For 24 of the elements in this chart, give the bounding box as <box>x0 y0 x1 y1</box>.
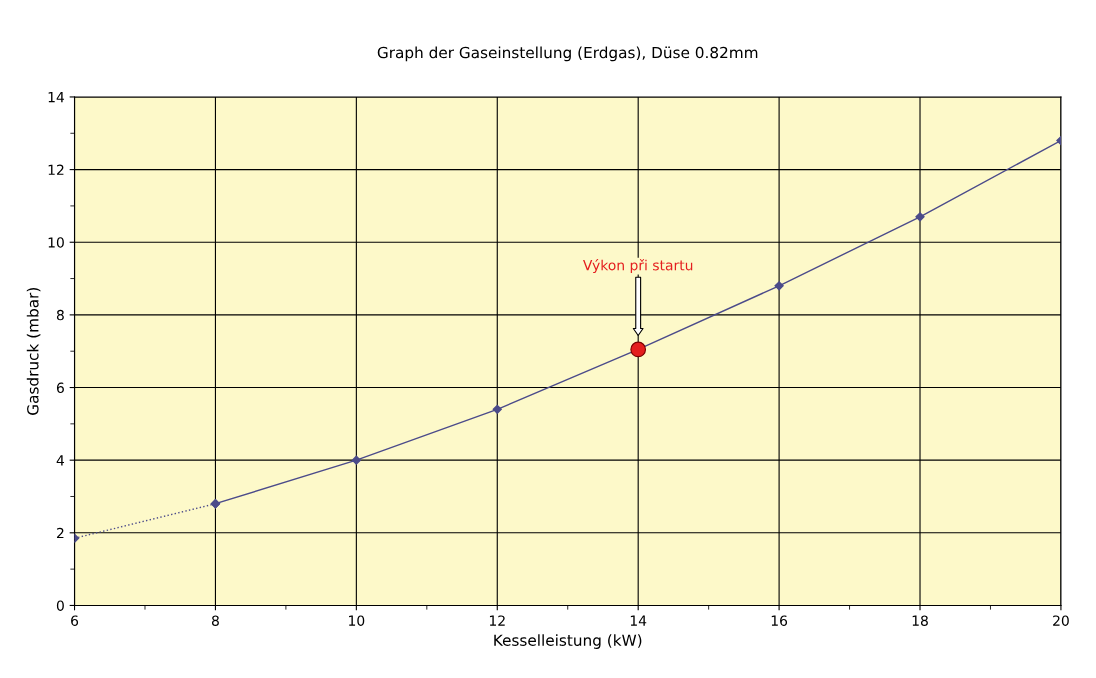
y-tick-label: 2 <box>56 527 64 539</box>
y-tick-label: 0 <box>56 600 64 611</box>
point <box>774 281 784 291</box>
y-axis-title: Gasdruck (mbar) <box>26 287 41 415</box>
point <box>492 404 502 414</box>
x-tick-label: 8 <box>211 615 219 626</box>
x-tick-label: 10 <box>349 615 365 626</box>
y-tick-label: 6 <box>56 382 64 393</box>
y-tick-label: 14 <box>48 92 65 103</box>
y-tick-label: 4 <box>56 455 65 466</box>
y-tick-label: 10 <box>48 237 64 248</box>
x-tick-label: 18 <box>912 615 928 626</box>
x-tick-label: 14 <box>630 615 647 626</box>
x-tick-label: 16 <box>771 615 788 626</box>
chart-title: Graph der Gaseinstellung (Erdgas), Düse 0.82mm <box>377 46 758 62</box>
y-tick-label: 12 <box>48 164 64 175</box>
annotation: Výkon při startu <box>583 259 693 274</box>
x-tick-label: 12 <box>489 615 505 626</box>
y-tick-label: 8 <box>56 309 64 321</box>
point <box>915 212 925 222</box>
x-tick-label: 20 <box>1053 615 1069 626</box>
x-axis-title: Kesselleistung (kW) <box>494 634 642 649</box>
x-tick-label: 6 <box>71 615 79 626</box>
point <box>351 455 361 465</box>
